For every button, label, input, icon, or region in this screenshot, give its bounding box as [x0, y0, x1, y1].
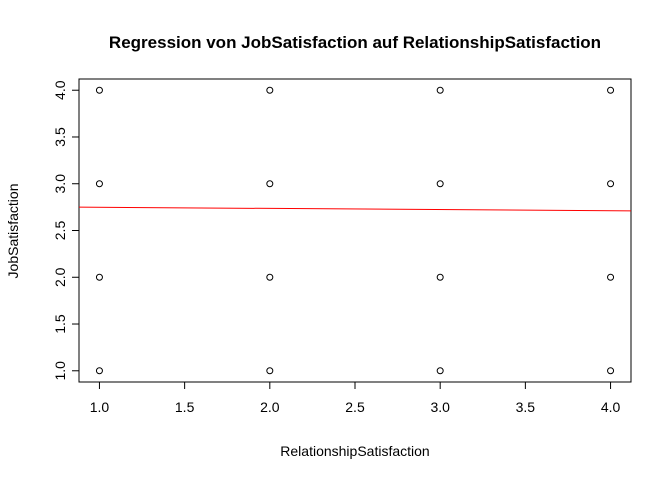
data-point	[95, 86, 103, 94]
y-tick-label: 3.0	[52, 174, 68, 194]
data-point	[436, 86, 444, 94]
data-point	[266, 273, 274, 281]
x-axis-label: RelationshipSatisfaction	[280, 443, 429, 459]
x-tick-label: 1.0	[90, 399, 110, 415]
data-point	[607, 367, 615, 375]
data-point	[607, 86, 615, 94]
y-axis-label: JobSatisfaction	[5, 184, 21, 279]
data-point	[607, 180, 615, 188]
data-point	[436, 273, 444, 281]
data-point	[95, 180, 103, 188]
data-point	[266, 86, 274, 94]
regression-line-layer	[78, 206, 632, 212]
data-point	[266, 367, 274, 375]
y-axis: 1.0 1.5 2.0 2.5 3.0 3.5 4.0	[52, 80, 80, 381]
x-tick-label: 1.5	[175, 399, 195, 415]
regression-line	[78, 206, 632, 212]
y-tick-label: 2.0	[52, 267, 68, 287]
data-point	[607, 273, 615, 281]
chart-title: Regression von JobSatisfaction auf Relat…	[109, 33, 601, 52]
x-tick-label: 3.0	[430, 399, 450, 415]
data-point	[436, 367, 444, 375]
y-tick-label: 1.5	[52, 314, 68, 334]
y-tick-label: 1.0	[52, 361, 68, 381]
data-points	[95, 86, 615, 375]
data-point	[95, 367, 103, 375]
x-tick-label: 4.0	[601, 399, 621, 415]
x-tick-label: 2.5	[345, 399, 365, 415]
data-point	[95, 273, 103, 281]
data-point	[436, 180, 444, 188]
x-axis: 1.0 1.5 2.0 2.5 3.0 3.5 4.0	[90, 381, 621, 415]
plot-box	[78, 78, 632, 383]
data-point	[266, 180, 274, 188]
x-tick-label: 3.5	[516, 399, 536, 415]
y-tick-label: 3.5	[52, 127, 68, 147]
y-tick-label: 2.5	[52, 221, 68, 241]
x-tick-label: 2.0	[260, 399, 280, 415]
y-tick-label: 4.0	[52, 80, 68, 100]
